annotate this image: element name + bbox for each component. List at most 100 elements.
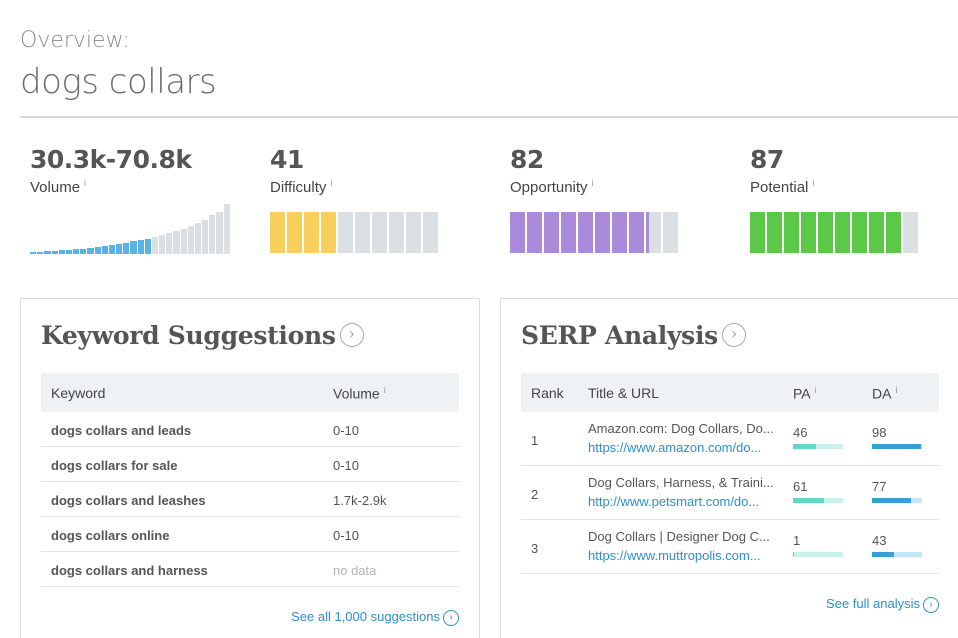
volume-history-bar <box>166 233 173 254</box>
title-url-column-header[interactable]: Title & URL <box>588 385 660 401</box>
serp-row: 1 Amazon.com: Dog Collars, Do... https://w… <box>521 412 939 466</box>
see-all-suggestions-text: See all 1,000 suggestions <box>291 609 440 624</box>
volume-history-bar <box>101 246 108 254</box>
serp-analysis-title-text: SERP Analysis <box>521 321 718 350</box>
page-authority-bar <box>793 498 843 503</box>
difficulty-segment <box>389 212 404 253</box>
pa-column-header[interactable]: PA i <box>793 385 817 402</box>
serp-result-url[interactable]: http://www.petsmart.com/do... <box>588 494 760 509</box>
page-authority-value: 1 <box>793 533 801 548</box>
serp-result-url[interactable]: https://www.amazon.com/do... <box>588 440 762 455</box>
difficulty-segment <box>287 212 302 253</box>
keyword-row[interactable]: dogs collars and leashes 1.7k-2.9k <box>41 482 459 517</box>
volume-history-bar <box>30 252 37 254</box>
opportunity-segment <box>612 212 627 253</box>
volume-history-bar <box>37 252 44 254</box>
see-all-suggestions-link[interactable]: See all 1,000 suggestions › <box>291 609 459 626</box>
volume-column-header-text: Volume <box>333 385 380 402</box>
potential-value: 87 <box>750 145 784 174</box>
da-column-header[interactable]: DA i <box>872 385 897 402</box>
domain-authority-bar <box>872 498 922 503</box>
potential-segment <box>750 212 765 253</box>
difficulty-info-icon[interactable]: i <box>330 178 333 188</box>
potential-info-icon[interactable]: i <box>812 178 815 188</box>
domain-authority-value: 43 <box>872 533 887 548</box>
keyword-title: dogs collars <box>20 62 217 102</box>
see-full-analysis-link[interactable]: See full analysis › <box>826 596 939 613</box>
opportunity-segment <box>578 212 593 253</box>
opportunity-info-icon[interactable]: i <box>591 178 594 188</box>
volume-history-bar <box>73 249 80 254</box>
keyword-volume: 0-10 <box>333 528 360 543</box>
opportunity-segment <box>510 212 525 253</box>
difficulty-segment <box>423 212 438 253</box>
domain-authority-value: 98 <box>872 425 887 440</box>
keyword-column-header[interactable]: Keyword <box>51 385 106 401</box>
volume-history-bar <box>223 204 230 254</box>
opportunity-meter <box>510 212 678 253</box>
volume-history-bar <box>87 248 94 254</box>
volume-history-bar <box>216 212 223 254</box>
keyword-name[interactable]: dogs collars for sale <box>51 458 178 473</box>
keyword-row[interactable]: dogs collars and harness no data <box>41 552 459 587</box>
opportunity-label-text: Opportunity <box>510 179 588 196</box>
serp-result-url[interactable]: https://www.muttropolis.com... <box>588 548 761 563</box>
opportunity-segment <box>663 212 678 253</box>
keyword-row[interactable]: dogs collars online 0-10 <box>41 517 459 552</box>
difficulty-label: Difficulty i <box>270 178 332 196</box>
rank-column-header[interactable]: Rank <box>531 385 564 401</box>
serp-rank: 2 <box>531 487 539 502</box>
da-column-header-text: DA <box>872 385 892 402</box>
difficulty-segment <box>406 212 421 253</box>
chevron-right-circle-icon[interactable]: › <box>721 322 746 347</box>
keyword-row[interactable]: dogs collars and leads 0-10 <box>41 412 459 447</box>
da-info-icon[interactable]: i <box>895 385 898 395</box>
domain-authority-bar-fill <box>872 498 911 503</box>
pa-info-icon[interactable]: i <box>814 385 817 395</box>
volume-history-bar <box>202 220 209 254</box>
keyword-row[interactable]: dogs collars for sale 0-10 <box>41 447 459 482</box>
keyword-suggestions-title: Keyword Suggestions › <box>41 321 364 350</box>
difficulty-segment <box>304 212 319 253</box>
serp-result-title[interactable]: Amazon.com: Dog Collars, Do... <box>588 421 774 436</box>
volume-history-bar <box>130 241 137 254</box>
chevron-right-circle-icon[interactable]: › <box>339 322 364 347</box>
volume-info-icon[interactable]: i <box>84 178 87 188</box>
keyword-volume: no data <box>333 563 377 578</box>
potential-segment <box>835 212 850 253</box>
serp-row: 3 Dog Collars | Designer Dog C... https://… <box>521 520 939 574</box>
difficulty-segment <box>321 212 336 253</box>
serp-result-title[interactable]: Dog Collars | Designer Dog C... <box>588 529 770 544</box>
potential-meter <box>750 212 918 253</box>
volume-history-bar <box>116 244 123 254</box>
domain-authority-value: 77 <box>872 479 887 494</box>
difficulty-segment <box>372 212 387 253</box>
keyword-name[interactable]: dogs collars and leads <box>51 423 192 438</box>
keyword-name[interactable]: dogs collars and harness <box>51 563 208 578</box>
opportunity-segment <box>646 212 661 253</box>
volume-history-bar <box>173 231 180 254</box>
serp-analysis-title: SERP Analysis › <box>521 321 746 350</box>
potential-segment <box>886 212 901 253</box>
serp-result-title[interactable]: Dog Collars, Harness, & Traini... <box>588 475 774 490</box>
potential-segment <box>818 212 833 253</box>
overview-label: Overview: <box>20 28 130 53</box>
opportunity-segment <box>561 212 576 253</box>
potential-label-text: Potential <box>750 179 809 196</box>
volume-label-text: Volume <box>30 179 81 196</box>
potential-label: Potential i <box>750 178 814 196</box>
potential-metric: 87 Potential i <box>750 145 814 196</box>
opportunity-metric: 82 Opportunity i <box>510 145 594 196</box>
keyword-name[interactable]: dogs collars and leashes <box>51 493 206 508</box>
volume-history-bar <box>144 239 151 254</box>
volume-history-bar <box>94 247 101 254</box>
opportunity-value: 82 <box>510 145 544 174</box>
difficulty-meter <box>270 212 438 253</box>
keyword-name[interactable]: dogs collars online <box>51 528 170 543</box>
page-authority-value: 46 <box>793 425 808 440</box>
opportunity-label: Opportunity i <box>510 178 594 196</box>
volume-column-header[interactable]: Volume i <box>333 385 386 402</box>
potential-segment <box>767 212 782 253</box>
serp-rank: 1 <box>531 433 539 448</box>
volume-column-info-icon[interactable]: i <box>383 385 386 395</box>
